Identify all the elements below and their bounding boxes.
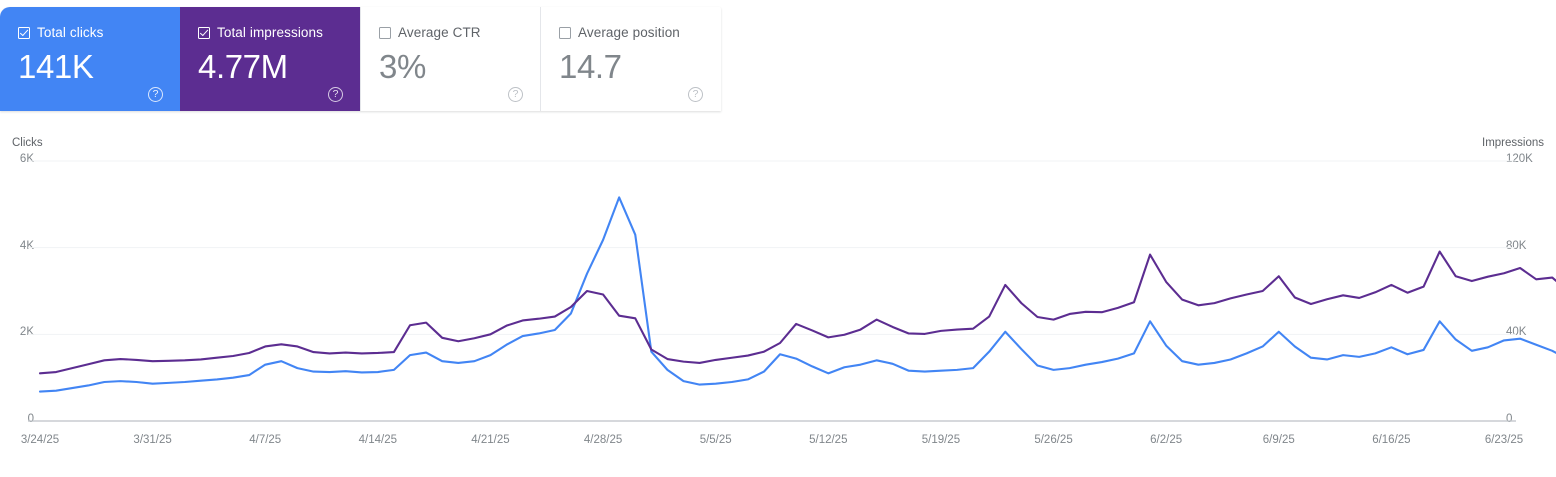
series-lines bbox=[38, 196, 1556, 393]
x-axis-tick-label: 4/7/25 bbox=[249, 434, 282, 446]
metric-tile-header: Total impressions bbox=[198, 25, 360, 41]
help-icon-average-position[interactable]: ? bbox=[688, 87, 703, 102]
metric-tile-label: Average CTR bbox=[398, 25, 481, 40]
checkbox-average-position[interactable] bbox=[559, 27, 571, 39]
metric-tile-label: Total clicks bbox=[37, 25, 104, 40]
metric-tile-header: Average CTR bbox=[379, 25, 540, 41]
x-axis-tick-label: 5/5/25 bbox=[699, 434, 732, 446]
checkbox-total-clicks[interactable] bbox=[18, 27, 30, 39]
x-axis-tick-label: 3/31/25 bbox=[133, 434, 172, 446]
metric-tile-value: 4.77M bbox=[198, 48, 288, 85]
left-axis-title: Clicks bbox=[12, 137, 43, 149]
right-axis-tick-label: 80K bbox=[1506, 239, 1527, 252]
x-axis-tick-label: 5/19/25 bbox=[921, 434, 961, 446]
metric-tile-label: Average position bbox=[578, 25, 680, 40]
help-icon-total-clicks[interactable]: ? bbox=[148, 87, 163, 102]
left-axis-tick-label: 0 bbox=[27, 413, 34, 425]
x-axis-tick-label: 4/14/25 bbox=[358, 434, 398, 446]
checkbox-total-impressions[interactable] bbox=[198, 27, 210, 39]
x-axis-tick-label: 6/16/25 bbox=[1372, 434, 1411, 446]
metric-tile-value: 3% bbox=[379, 48, 426, 85]
metric-tile-header: Average position bbox=[559, 25, 720, 41]
performance-chart: Clicks Impressions 0 2K 4K 6K 0 40K 80K 120K 3… bbox=[0, 128, 1556, 477]
x-axis-tick-label: 6/9/25 bbox=[1262, 434, 1295, 446]
metric-tile-value: 141K bbox=[18, 48, 94, 85]
x-axis-tick-label: 3/24/25 bbox=[20, 434, 60, 446]
metric-tile-label: Total impressions bbox=[217, 25, 323, 40]
right-axis-tick-label: 120K bbox=[1506, 153, 1533, 165]
metric-tile-header: Total clicks bbox=[18, 25, 180, 41]
x-axis-tick-label: 4/21/25 bbox=[471, 434, 510, 446]
chart-plot-svg[interactable] bbox=[0, 128, 1556, 477]
metric-tile-average-position[interactable]: Average position 14.7? bbox=[540, 7, 720, 111]
right-axis-tick-label: 40K bbox=[1506, 326, 1527, 339]
x-axis-tick-label: 6/2/25 bbox=[1150, 434, 1183, 446]
x-axis-tick-label: 5/26/25 bbox=[1034, 434, 1073, 446]
metric-tile-average-ctr[interactable]: Average CTR 3%? bbox=[360, 7, 540, 111]
right-axis-title: Impressions bbox=[1482, 137, 1544, 149]
metric-tile-value: 14.7 bbox=[559, 48, 622, 85]
metric-tile-strip: Total clicks 141K? Total impressions 4.77M?… bbox=[0, 7, 721, 111]
help-icon-total-impressions[interactable]: ? bbox=[328, 87, 343, 102]
left-axis-tick-label: 2K bbox=[19, 326, 34, 339]
x-axis-tick-label: 5/12/25 bbox=[809, 434, 848, 446]
left-axis-tick-label: 6K bbox=[19, 153, 34, 165]
metric-tile-total-impressions[interactable]: Total impressions 4.77M? bbox=[180, 7, 360, 111]
x-axis-tick-label: 4/28/25 bbox=[583, 434, 623, 446]
series-line-impressions bbox=[38, 250, 1556, 375]
x-axis-tick-label: 6/23/25 bbox=[1484, 434, 1524, 446]
right-axis-tick-label: 0 bbox=[1506, 413, 1513, 425]
gridlines bbox=[28, 160, 1516, 422]
help-icon-average-ctr[interactable]: ? bbox=[508, 87, 523, 102]
metric-tile-total-clicks[interactable]: Total clicks 141K? bbox=[0, 7, 180, 111]
series-line-clicks bbox=[38, 196, 1556, 393]
checkbox-average-ctr[interactable] bbox=[379, 27, 391, 39]
left-axis-tick-label: 4K bbox=[19, 239, 34, 252]
